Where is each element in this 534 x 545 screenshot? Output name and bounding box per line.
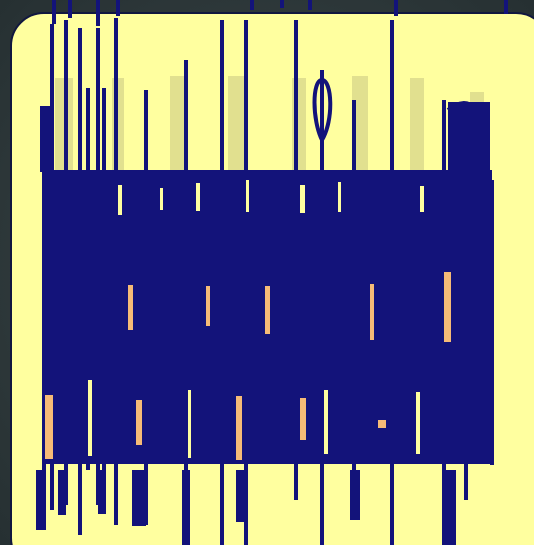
yellow-gap: [338, 182, 341, 212]
yellow-gap: [160, 188, 163, 210]
loop-stroke: [312, 77, 333, 145]
ink-block-row: [40, 106, 50, 172]
yellow-gap: [88, 380, 92, 456]
bottom-bar: [58, 470, 66, 515]
orange-mark: [300, 398, 306, 440]
ink-block-row: [42, 324, 492, 390]
orange-mark: [128, 285, 133, 330]
ink-block-row: [42, 214, 492, 264]
bottom-bar: [182, 470, 190, 545]
yellow-gap: [324, 390, 328, 454]
glyph-dense-blocks: [40, 102, 492, 464]
orange-mark: [378, 420, 386, 428]
glyph-bottom-strokes: [36, 470, 456, 545]
glyph-yellow-breaks: [88, 180, 424, 458]
orange-mark: [136, 400, 142, 445]
ink-block-row: [448, 102, 490, 178]
bottom-bar: [98, 470, 106, 514]
orange-mark: [265, 286, 270, 334]
bottom-bar: [236, 470, 246, 522]
yellow-gap: [416, 392, 420, 454]
orange-mark: [370, 284, 374, 340]
orange-mark: [236, 396, 242, 460]
glyph-highlights: [45, 272, 451, 460]
bottom-bar: [444, 470, 456, 545]
yellow-gap: [300, 185, 305, 213]
orange-mark: [206, 286, 210, 326]
yellow-gap: [246, 180, 249, 212]
bottom-bar: [132, 470, 146, 526]
orange-mark: [45, 395, 53, 459]
yellow-gap: [196, 183, 200, 211]
ink-block-row: [42, 390, 492, 464]
bottom-bar: [350, 470, 360, 520]
yellow-gap: [188, 390, 191, 458]
yellow-gap: [118, 185, 122, 215]
orange-mark: [444, 272, 451, 342]
ink-block-row: [42, 170, 492, 214]
bottom-bar: [36, 470, 46, 530]
yellow-gap: [420, 186, 424, 212]
